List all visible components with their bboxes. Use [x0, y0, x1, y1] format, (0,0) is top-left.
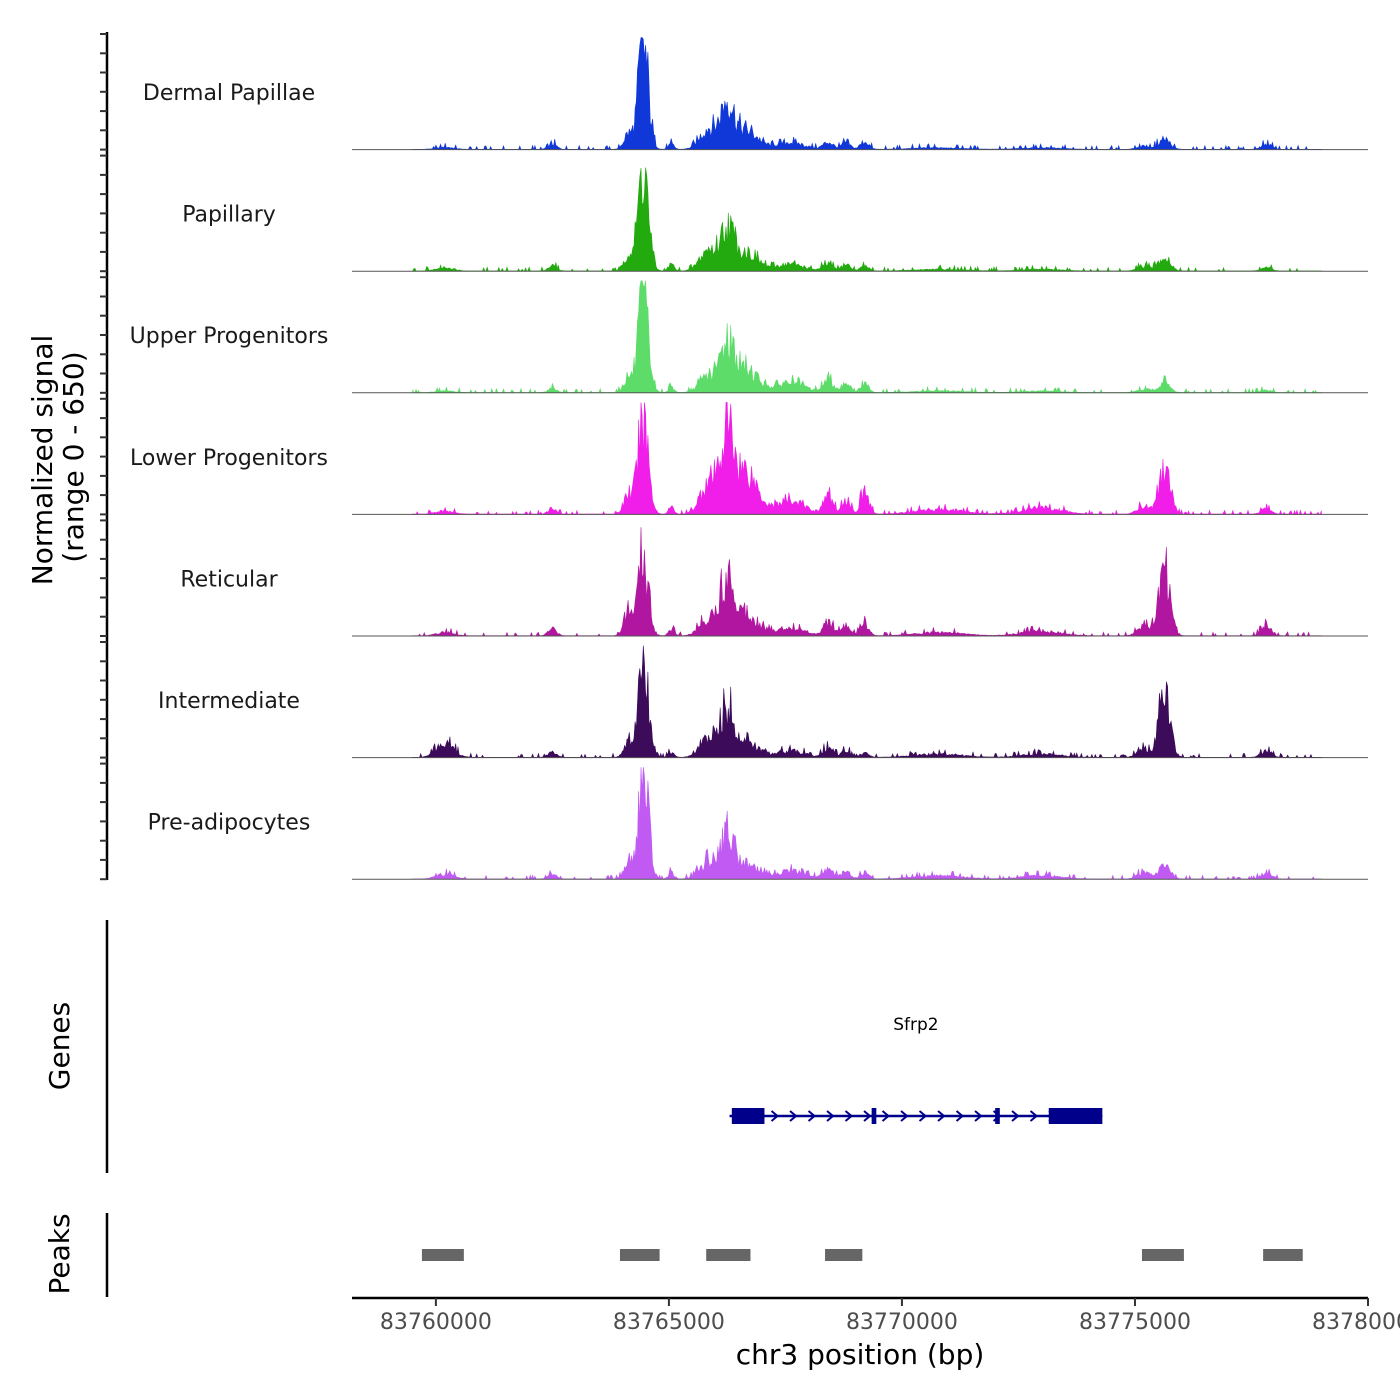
track-intermediate: Intermediate — [158, 645, 1368, 759]
track-label: Papillary — [182, 203, 276, 228]
genes-panel: Genes Sfrp2 — [43, 920, 1103, 1173]
gene-model-sfrp2 — [729, 1108, 1103, 1124]
track-label: Lower Progenitors — [130, 446, 328, 471]
peak-block — [706, 1249, 751, 1261]
x-axis: 83760000 83765000 83770000 83775000 83780000… — [352, 1296, 1400, 1371]
peaks-axis-title: Peaks — [43, 1213, 76, 1294]
track-label: Upper Progenitors — [130, 324, 329, 349]
gene-exon — [871, 1108, 877, 1124]
signal-y-axis — [100, 32, 109, 881]
gene-exon — [995, 1108, 1000, 1124]
x-tick-label: 83780000 — [1312, 1310, 1400, 1335]
y-axis-title: Normalized signal — [26, 335, 59, 586]
strand-arrow — [789, 1110, 798, 1122]
strand-arrow — [937, 1110, 946, 1122]
gene-exon — [731, 1108, 765, 1124]
signal-area — [412, 402, 1322, 516]
signal-area — [412, 527, 1322, 637]
peaks-panel: Peaks — [43, 1213, 1303, 1297]
track-lower-progenitors: Lower Progenitors — [130, 402, 1368, 516]
strand-arrow — [863, 1110, 872, 1122]
track-reticular: Reticular — [180, 527, 1368, 637]
signal-area — [412, 767, 1322, 880]
strand-arrow — [918, 1110, 928, 1122]
x-tick-label: 83775000 — [1079, 1310, 1191, 1335]
strand-arrow — [770, 1110, 780, 1122]
track-pre-adipocytes: Pre-adipocytes — [148, 767, 1368, 880]
peak-blocks — [421, 1249, 1303, 1261]
strand-arrow — [826, 1110, 835, 1122]
strand-arrow — [955, 1110, 965, 1122]
track-dermal-papillae: Dermal Papillae — [143, 37, 1368, 151]
y-axis-range: (range 0 - 650) — [57, 351, 90, 562]
genes-axis-title: Genes — [43, 1002, 76, 1090]
peak-block — [421, 1249, 464, 1261]
peak-block — [1263, 1249, 1303, 1261]
x-axis-ticks: 83760000 83765000 83770000 83775000 83780000 — [380, 1298, 1400, 1335]
track-upper-progenitors: Upper Progenitors — [130, 280, 1368, 394]
signal-area — [412, 167, 1322, 272]
strand-arrow — [881, 1110, 891, 1122]
strand-arrow — [1011, 1110, 1020, 1122]
strand-arrow — [844, 1110, 854, 1122]
peak-block — [1141, 1249, 1184, 1261]
track-label: Dermal Papillae — [143, 81, 315, 106]
signal-area — [412, 645, 1322, 759]
track-papillary: Papillary — [182, 167, 1368, 272]
peak-block — [619, 1249, 660, 1261]
x-axis-title: chr3 position (bp) — [736, 1338, 985, 1371]
peak-block — [825, 1249, 863, 1261]
x-tick-label: 83770000 — [846, 1310, 958, 1335]
gene-label-sfrp2: Sfrp2 — [893, 1015, 938, 1035]
x-tick-label: 83765000 — [613, 1310, 725, 1335]
track-label: Pre-adipocytes — [148, 811, 311, 836]
strand-arrow — [974, 1110, 983, 1122]
coverage-tracks: Dermal Papillae Papillary Upper Progenitor… — [130, 37, 1368, 880]
strand-arrow — [1029, 1110, 1039, 1122]
track-label: Intermediate — [158, 689, 300, 714]
strand-arrow — [900, 1110, 909, 1122]
strand-arrow — [807, 1110, 817, 1122]
signal-area — [412, 37, 1322, 151]
gene-exon — [1048, 1108, 1103, 1124]
x-tick-label: 83760000 — [380, 1310, 492, 1335]
signal-area — [412, 280, 1322, 394]
track-label: Reticular — [180, 567, 278, 592]
signal-y-ticks — [100, 33, 107, 881]
